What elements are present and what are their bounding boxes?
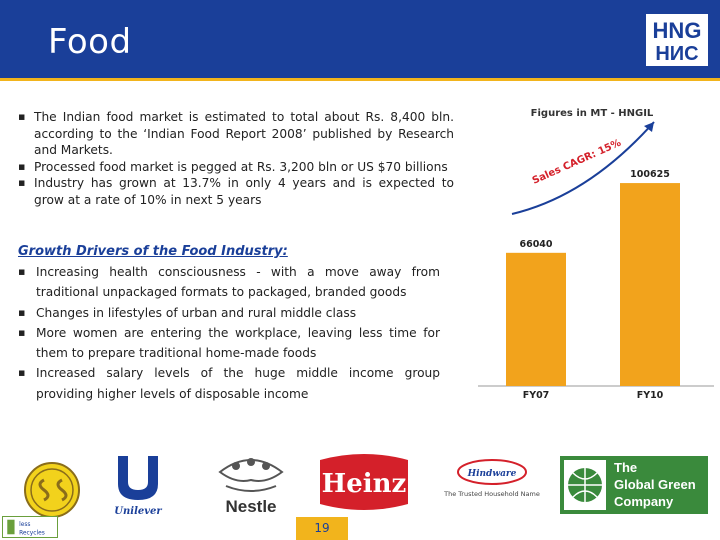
nestle-wordmark: Nestle [225,497,276,516]
intro-bullet: Processed food market is pegged at Rs. 3… [18,159,454,176]
intro-bullet: Industry has grown at 13.7% in only 4 ye… [18,175,454,208]
cagr-annotation: Sales CAGR: 15% [531,138,623,187]
page-title: Food [48,22,132,62]
driver-item: Increasing health consciousness - with a… [18,262,440,303]
global-green-line2: Global Green [614,477,696,492]
trend-arrow [511,121,655,215]
recycle-line1: less [19,522,30,528]
gs-logo [24,462,80,518]
intro-bullet-list: The Indian food market is estimated to t… [18,109,454,209]
global-green-line1: The [614,460,637,475]
category-tick-label: FY10 [637,390,664,401]
hng-logo: HNG НИС [646,14,708,66]
bar-fy10 [620,183,680,386]
intro-bullet: The Indian food market is estimated to t… [18,109,454,159]
cagr-label: Sales CAGR: 15% [531,138,623,187]
driver-item: More women are entering the workplace, l… [18,323,440,364]
hindware-tagline: The Trusted Household Name [443,490,540,498]
heinz-wordmark: Heinz [322,469,407,499]
bar-value-label: 66040 [519,239,552,250]
drivers-list: Increasing health consciousness - with a… [18,262,440,404]
unilever-logo: Unilever [114,456,162,517]
header-bar [0,0,720,81]
chart-title: Figures in MT - HNGIL [531,108,654,119]
brand-logo-row: Unilever Nestle Heinz Hindware The Trust… [0,440,720,520]
nestle-logo: Nestle [218,458,284,516]
category-tick-label: FY07 [523,390,550,401]
unilever-wordmark: Unilever [114,506,162,517]
global-green-line3: Company [614,494,674,509]
global-green-logo: The Global Green Company [560,456,708,514]
heinz-logo: Heinz [320,454,408,510]
sales-bar-chart: Figures in MT - HNGIL Sales CAGR: 15% 66… [478,108,714,401]
hindware-wordmark: Hindware [467,469,517,479]
hindware-logo: Hindware The Trusted Household Name [443,459,540,498]
drivers-heading: Growth Drivers of the Food Industry: [18,244,288,259]
header-underline [0,78,720,81]
recycle-line2: Recycles [19,530,45,536]
hng-logo-top: HNG [653,18,702,43]
bar-value-label: 100625 [630,169,670,180]
recycle-footer-logo: less Recycles [2,516,58,538]
page-number: 19 [296,517,348,540]
driver-item: Increased salary levels of the huge midd… [18,363,440,404]
driver-item: Changes in lifestyles of urban and rural… [18,303,440,324]
hng-logo-bottom: НИС [655,43,698,65]
bar-fy07 [506,252,566,386]
